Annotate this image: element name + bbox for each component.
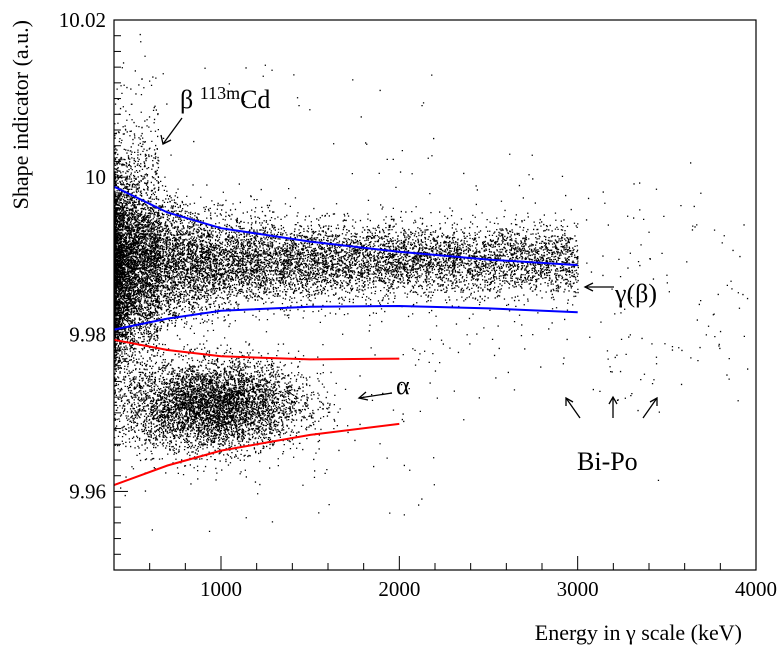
x-tick-label: 2000 [378,577,420,601]
y-axis-label: Shape indicator (a.u.) [8,20,33,209]
boundary-curve-0 [113,185,578,267]
boundary-curve-2 [113,338,400,361]
boundary-curves [113,185,578,487]
annotation-gamma: γ(β) [614,279,657,308]
arrow-bipo-left [565,396,581,419]
y-tick-label: 9.96 [69,479,106,503]
x-tick-label: 4000 [735,577,777,601]
x-tick-label: 3000 [557,577,599,601]
y-tick-label: 10 [85,165,106,189]
annotation-alpha: α [396,371,410,400]
boundary-curve-1 [113,304,578,331]
arrow-alpha [357,391,393,401]
annotation-beta: β 113mCd [180,83,270,114]
boundary-curve-3 [113,422,400,487]
arrow-bipo-center [608,395,618,418]
arrow-beta [160,117,183,145]
arrow-gamma [583,282,614,292]
x-tick-label: 1000 [200,577,242,601]
axis-ticks: 1000 2000 3000 4000 9.96 9.98 10 10.02 [59,8,777,601]
annotation-bipo: Bi-Po [577,447,638,476]
x-axis-label: Energy in γ scale (keV) [535,620,742,645]
arrow-bipo-right [642,396,658,419]
y-tick-label: 10.02 [59,8,106,32]
annotation-arrows [160,117,658,419]
y-tick-label: 9.98 [69,322,106,346]
